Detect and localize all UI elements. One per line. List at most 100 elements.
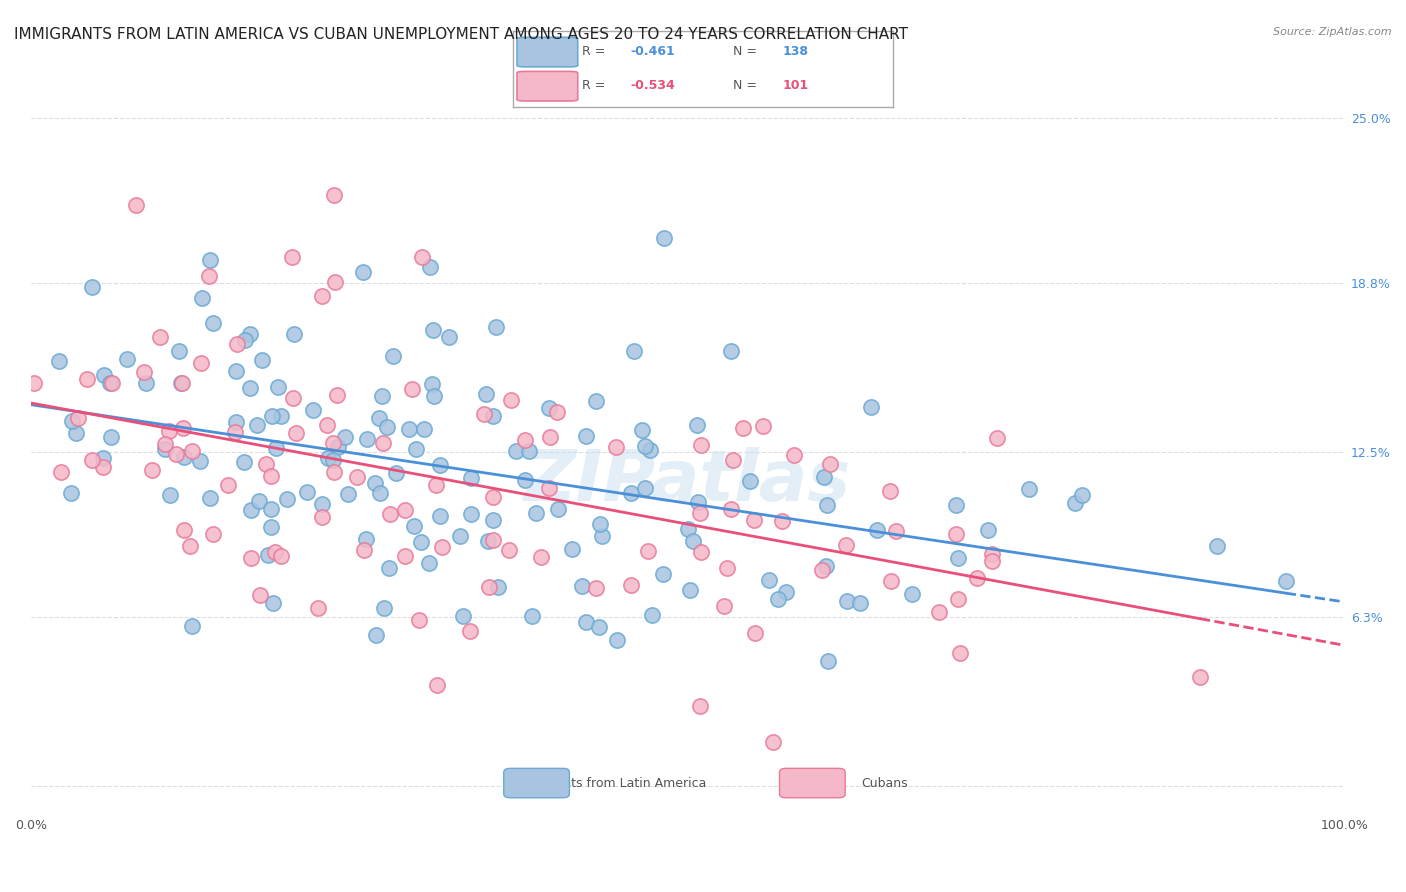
Point xyxy=(429,458,451,472)
Point xyxy=(188,453,211,467)
Point xyxy=(159,488,181,502)
Point xyxy=(546,405,568,419)
Point xyxy=(260,502,283,516)
Point xyxy=(323,275,346,289)
Point xyxy=(482,409,505,423)
Point xyxy=(585,582,607,596)
Point xyxy=(420,377,443,392)
Point xyxy=(281,250,304,264)
Point xyxy=(429,508,451,523)
Point xyxy=(676,522,699,536)
Point xyxy=(284,426,307,441)
Point xyxy=(591,529,613,543)
Point xyxy=(333,429,356,443)
Point xyxy=(537,481,560,495)
Point xyxy=(810,563,832,577)
Point xyxy=(513,433,536,447)
Point xyxy=(80,280,103,294)
Point xyxy=(411,250,433,264)
Point xyxy=(634,482,657,496)
Point xyxy=(91,450,114,465)
Point xyxy=(262,597,284,611)
Text: -0.461: -0.461 xyxy=(631,45,676,58)
Point xyxy=(276,492,298,507)
Point xyxy=(398,421,420,435)
Point xyxy=(430,540,453,554)
Point xyxy=(169,344,191,359)
Point xyxy=(716,561,738,575)
Point xyxy=(307,601,329,615)
Point xyxy=(499,393,522,408)
Point xyxy=(93,368,115,382)
Point xyxy=(266,442,288,456)
Text: N =: N = xyxy=(734,45,762,58)
Point xyxy=(977,523,1000,537)
Point xyxy=(381,349,404,363)
Point xyxy=(588,620,610,634)
Point xyxy=(571,579,593,593)
Point xyxy=(901,587,924,601)
Point xyxy=(172,421,194,435)
Point xyxy=(115,352,138,367)
Text: N =: N = xyxy=(734,79,762,92)
Point xyxy=(775,585,797,599)
Point xyxy=(859,400,882,414)
Point xyxy=(98,376,121,391)
Point xyxy=(240,503,263,517)
Point xyxy=(179,539,201,553)
Point xyxy=(297,485,319,500)
Point xyxy=(181,444,204,458)
Point xyxy=(689,699,711,714)
Point xyxy=(478,581,501,595)
Point xyxy=(423,389,446,403)
Text: R =: R = xyxy=(582,45,609,58)
FancyBboxPatch shape xyxy=(779,768,845,797)
Point xyxy=(1188,670,1211,684)
Point xyxy=(356,432,378,446)
Point xyxy=(157,424,180,438)
Point xyxy=(80,453,103,467)
Point xyxy=(606,632,628,647)
Point xyxy=(720,501,742,516)
Point xyxy=(283,327,305,342)
Point xyxy=(232,455,254,469)
Point xyxy=(409,534,432,549)
Point xyxy=(689,438,711,452)
Point xyxy=(738,474,761,488)
Point xyxy=(337,487,360,501)
Point xyxy=(472,408,495,422)
Point xyxy=(744,513,766,527)
Point xyxy=(65,426,87,441)
Text: IMMIGRANTS FROM LATIN AMERICA VS CUBAN UNEMPLOYMENT AMONG AGES 20 TO 24 YEARS CO: IMMIGRANTS FROM LATIN AMERICA VS CUBAN U… xyxy=(14,27,908,42)
Point xyxy=(373,601,395,615)
Point xyxy=(866,523,889,537)
Point xyxy=(689,545,711,559)
Point xyxy=(758,573,780,587)
Point xyxy=(256,457,278,471)
Point xyxy=(686,495,709,509)
Point xyxy=(623,344,645,359)
Point xyxy=(886,524,908,538)
Point xyxy=(689,506,711,520)
Point xyxy=(744,626,766,640)
Point xyxy=(173,524,195,538)
FancyBboxPatch shape xyxy=(517,37,578,67)
Point xyxy=(51,466,73,480)
Point xyxy=(620,578,643,592)
Point xyxy=(264,545,287,559)
Point xyxy=(301,403,323,417)
Point xyxy=(226,337,249,351)
Point xyxy=(835,594,858,608)
Point xyxy=(547,502,569,516)
Point xyxy=(153,442,176,456)
Point xyxy=(322,436,344,450)
Point xyxy=(517,443,540,458)
Point xyxy=(364,628,387,642)
Point xyxy=(240,550,263,565)
Point xyxy=(522,609,544,624)
Point xyxy=(766,592,789,607)
Point xyxy=(634,439,657,453)
Text: 101: 101 xyxy=(783,79,808,92)
Point xyxy=(352,265,374,279)
Point xyxy=(170,376,193,390)
